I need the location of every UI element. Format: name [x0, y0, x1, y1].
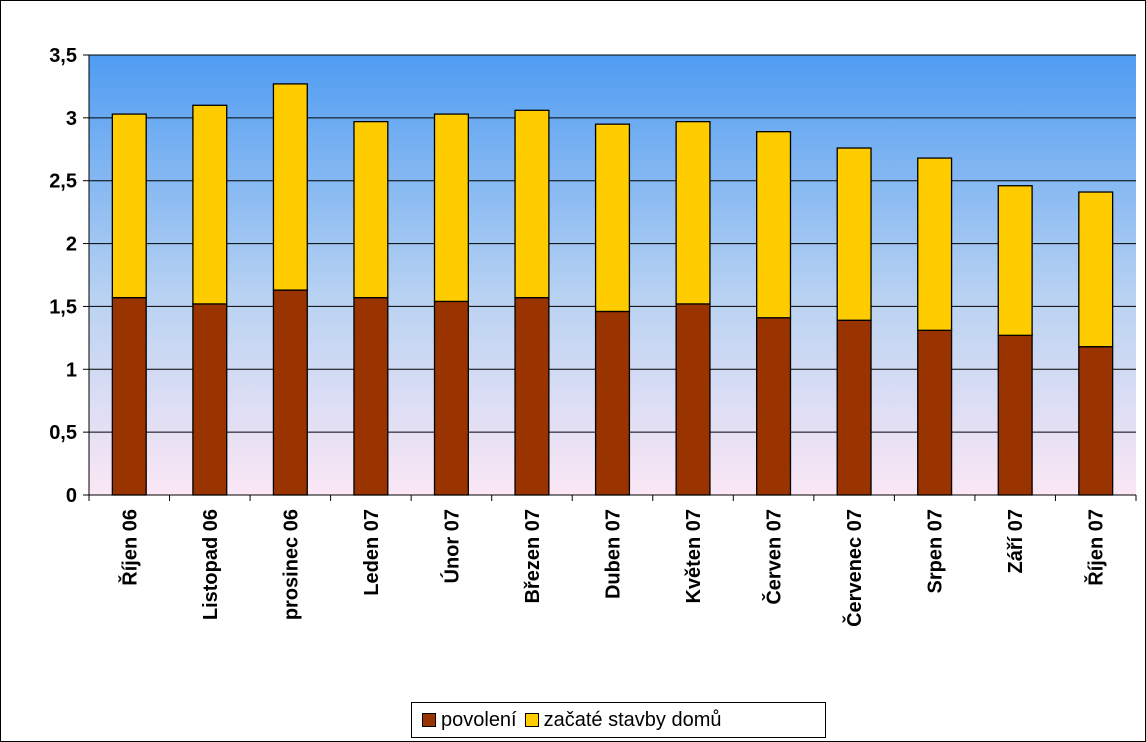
bar-povoleni [433, 300, 469, 496]
bar-chart: 0 0,5 1 1,5 2 2,5 3 3,5 Říjen 06 Listopad 06 pros… [49, 45, 1137, 627]
x-category-label: Duben 07 [603, 509, 625, 599]
bar-zacate-stavby [756, 131, 792, 319]
bar-zacate-stavby [917, 157, 953, 331]
x-category-label: Květen 07 [683, 509, 705, 604]
bar-zacate-stavby [836, 147, 872, 321]
bar-povoleni [594, 310, 631, 496]
bar-povoleni [353, 296, 389, 496]
x-category-label: Červen 07 [762, 509, 786, 605]
y-tick-label: 2 [66, 234, 77, 256]
bar-povoleni [997, 334, 1033, 496]
bars [111, 83, 1114, 496]
y-tick-label: 1,5 [49, 296, 77, 318]
legend-item-povoleni: povolení [422, 709, 517, 732]
x-category-label: Srpen 07 [925, 509, 947, 593]
x-category-label: Únor 07 [439, 509, 463, 583]
legend-swatch-zacate-stavby [524, 713, 539, 727]
bar-zacate-stavby [514, 109, 550, 299]
y-tick-label: 0 [66, 485, 77, 507]
legend-label-zacate-stavby: začaté stavby domů [543, 708, 722, 731]
x-category-label: Listopad 06 [200, 509, 222, 620]
bar-povoleni [192, 303, 228, 496]
y-tick-label: 3,5 [49, 45, 77, 67]
bar-povoleni [111, 296, 147, 496]
bar-povoleni [514, 296, 550, 496]
bar-povoleni [836, 319, 872, 496]
legend-swatch-povoleni [422, 713, 436, 727]
bar-zacate-stavby [272, 83, 308, 291]
bar-povoleni [756, 317, 792, 496]
bar-povoleni [675, 303, 711, 496]
legend-item-zacate-stavby: začaté stavby domů [524, 708, 722, 732]
y-tick-label: 2,5 [49, 171, 77, 193]
x-category-label: Březen 07 [522, 509, 544, 604]
bar-povoleni [272, 289, 308, 496]
bar-zacate-stavby [1078, 191, 1114, 348]
y-tick-label: 0,5 [49, 422, 77, 444]
bar-povoleni [917, 329, 953, 496]
bar-zacate-stavby [353, 120, 389, 299]
bar-zacate-stavby [675, 120, 711, 305]
bar-zacate-stavby [192, 104, 228, 305]
y-axis: 0 0,5 1 1,5 2 2,5 3 3,5 [49, 45, 90, 507]
y-tick-label: 3 [66, 108, 77, 130]
legend-label-povoleni: povolení [441, 708, 517, 731]
x-category-label: Říjen 06 [117, 509, 141, 586]
x-axis: Říjen 06 Listopad 06 prosinec 06 Leden 07 Ún… [88, 494, 1137, 627]
bar-zacate-stavby [594, 123, 631, 313]
x-category-label: Září 07 [1005, 509, 1027, 573]
bar-zacate-stavby [997, 185, 1033, 336]
y-tick-label: 1 [66, 359, 77, 381]
bar-povoleni [1078, 346, 1114, 496]
legend: povolení začaté stavby domů [411, 702, 826, 738]
x-category-label: Leden 07 [361, 509, 383, 596]
bar-zacate-stavby [433, 113, 469, 303]
x-category-label: prosinec 06 [280, 509, 302, 620]
x-category-label: Říjen 07 [1084, 509, 1108, 586]
x-category-label: Červenec 07 [842, 509, 866, 627]
bar-zacate-stavby [111, 113, 147, 299]
